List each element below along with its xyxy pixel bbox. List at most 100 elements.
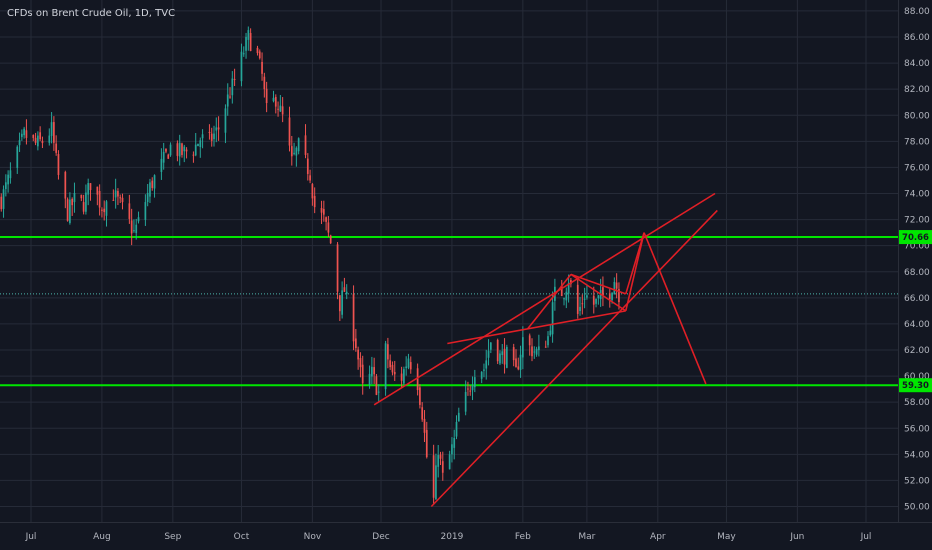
price-tick-label: 84.00 — [904, 59, 930, 69]
candle-body — [387, 344, 389, 360]
trendline-annotations[interactable] — [373, 192, 718, 508]
candle-body — [480, 371, 483, 379]
candle-body — [146, 192, 149, 202]
candle-body — [448, 454, 451, 470]
candle-body — [563, 298, 565, 300]
candle-body — [435, 465, 437, 500]
candle-body — [547, 336, 549, 346]
candle-body — [55, 143, 58, 153]
candle-body — [117, 191, 119, 197]
candle-body — [512, 347, 515, 361]
candle-body — [391, 364, 394, 373]
candle-body — [128, 203, 131, 219]
candle-body — [409, 362, 412, 370]
candle-body — [293, 152, 295, 154]
time-tick-label: Sep — [164, 532, 181, 542]
candle-body — [165, 148, 167, 152]
candle-body — [425, 429, 428, 458]
price-tick-label: 56.00 — [904, 424, 930, 434]
candle-body — [439, 454, 442, 459]
candle-body — [162, 151, 165, 163]
candle-body — [389, 360, 392, 368]
wedge-upper-line[interactable] — [570, 273, 627, 295]
price-tick-label: 76.00 — [904, 163, 930, 173]
candle-body — [50, 122, 53, 136]
candle-body — [98, 190, 101, 208]
candle-body — [256, 47, 259, 54]
upper-channel-line[interactable] — [373, 192, 716, 406]
candle-body — [473, 377, 476, 388]
price-tick-label: 72.00 — [904, 216, 930, 226]
candle-body — [322, 209, 325, 215]
candle-body — [199, 140, 202, 147]
candle-body — [231, 78, 234, 96]
candle-body — [279, 105, 282, 112]
candle-body — [341, 290, 343, 315]
time-tick-label: 2019 — [440, 532, 463, 542]
candle-body — [185, 149, 188, 152]
candle-body — [567, 282, 570, 294]
candle-body — [274, 96, 277, 107]
price-tick-label: 50.00 — [904, 503, 930, 513]
candle-body — [329, 235, 332, 244]
candle-body — [233, 78, 236, 80]
candle-body — [23, 128, 25, 136]
candle-body — [464, 391, 467, 412]
projection-up-2[interactable] — [625, 232, 645, 295]
lower-channel-line[interactable] — [430, 209, 718, 508]
price-tick-label: 82.00 — [904, 85, 930, 95]
candle-body — [583, 298, 586, 300]
candle-body — [265, 88, 268, 104]
price-axis[interactable]: 88.00 86.00 84.00 82.00 80.00 78.00 76.00 74.00… — [898, 0, 932, 550]
candle-body — [2, 189, 5, 209]
projection-down[interactable] — [643, 232, 707, 385]
candle-body — [119, 197, 122, 199]
time-axis[interactable]: Jul Aug Sep Oct Nov Dec 2019 Feb Mar Apr May Jun Jul — [0, 522, 932, 550]
candle-body — [224, 108, 227, 133]
price-tick-label: 66.00 — [904, 294, 930, 304]
candle-body — [32, 134, 35, 138]
candle-body — [549, 330, 552, 336]
candle-body — [0, 196, 3, 210]
wedge-cross-line[interactable] — [526, 273, 572, 330]
candle-body — [595, 298, 597, 304]
candle-body — [213, 133, 215, 140]
candle-body — [407, 358, 410, 368]
price-tick-label: 86.00 — [904, 33, 930, 43]
price-level-badge-label: 59.30 — [902, 381, 929, 391]
wedge-lower-line[interactable] — [447, 310, 626, 345]
candle-body — [469, 390, 472, 392]
candle-body — [18, 140, 21, 146]
candle-body — [485, 360, 488, 369]
candle-body — [403, 369, 405, 384]
candle-body — [240, 51, 243, 82]
candle-body — [53, 122, 55, 143]
candle-body — [167, 154, 170, 159]
candle-body — [613, 281, 616, 295]
candle-body — [377, 391, 380, 393]
candle-body — [361, 364, 364, 384]
candle-body — [37, 135, 39, 147]
candle-body — [71, 198, 74, 206]
price-tick-label: 64.00 — [904, 320, 930, 330]
time-axis-background — [0, 522, 932, 550]
candle-body — [249, 32, 252, 51]
candle-body — [229, 96, 231, 98]
candle-body — [487, 350, 490, 358]
wedge-cross-line-2[interactable] — [570, 273, 627, 312]
horizontal-levels[interactable] — [0, 236, 898, 387]
price-tick-label: 78.00 — [904, 137, 930, 147]
candle-body — [121, 197, 124, 203]
candle-body — [405, 366, 408, 369]
candle-body — [114, 190, 117, 198]
candle-body — [336, 244, 339, 292]
candle-body — [576, 284, 579, 314]
price-tick-label: 54.00 — [904, 450, 930, 460]
candle-body — [375, 376, 378, 395]
candle-body — [384, 343, 387, 390]
candle-body — [496, 339, 499, 362]
candle-body — [34, 137, 37, 143]
candle-body — [592, 295, 595, 305]
projection-up[interactable] — [625, 232, 645, 312]
